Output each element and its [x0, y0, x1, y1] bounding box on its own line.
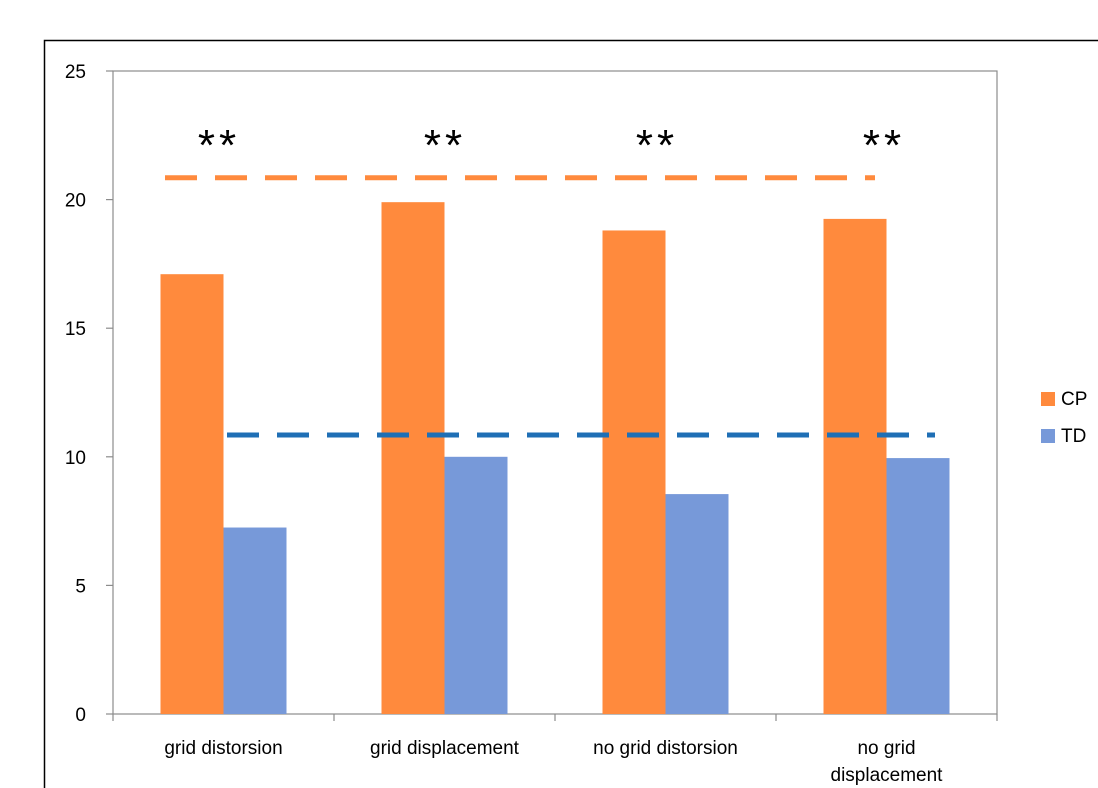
legend-swatch-cp — [1041, 392, 1055, 406]
significance-marker: ** — [863, 121, 905, 170]
significance-annotations: ** ** ** ** — [198, 121, 905, 170]
x-axis: grid distorsion grid displacement no grid … — [112, 714, 998, 786]
bar-td — [223, 527, 287, 714]
y-tick-label: 25 — [65, 62, 86, 83]
reference-lines — [165, 175, 935, 438]
y-tick-label: 5 — [75, 576, 86, 597]
x-category-label: grid distorsion — [164, 738, 282, 759]
significance-marker: ** — [198, 121, 240, 170]
x-category-label: no grid distorsion — [593, 738, 738, 759]
legend-label-cp: CP — [1061, 389, 1087, 410]
bar-cp — [381, 202, 445, 714]
x-category-label: no grid displacement — [831, 738, 944, 786]
y-tick-label: 20 — [65, 191, 86, 212]
significance-marker: ** — [424, 121, 466, 170]
bar-td — [886, 458, 950, 714]
bars — [160, 202, 950, 715]
bar-cp — [160, 274, 224, 714]
bar-cp — [823, 218, 887, 714]
y-tick-label: 0 — [75, 705, 86, 726]
x-category-label: grid displacement — [370, 738, 520, 759]
legend: CP TD — [1041, 389, 1087, 447]
legend-label-td: TD — [1061, 426, 1086, 447]
bar-td — [444, 456, 508, 714]
significance-marker: ** — [636, 121, 678, 170]
bar-td — [665, 494, 729, 714]
y-tick-label: 10 — [65, 448, 86, 469]
legend-swatch-td — [1041, 429, 1055, 443]
y-tick-label: 15 — [65, 319, 86, 340]
bar-cp — [602, 230, 666, 715]
y-axis: 0 5 10 15 20 25 — [65, 62, 113, 726]
